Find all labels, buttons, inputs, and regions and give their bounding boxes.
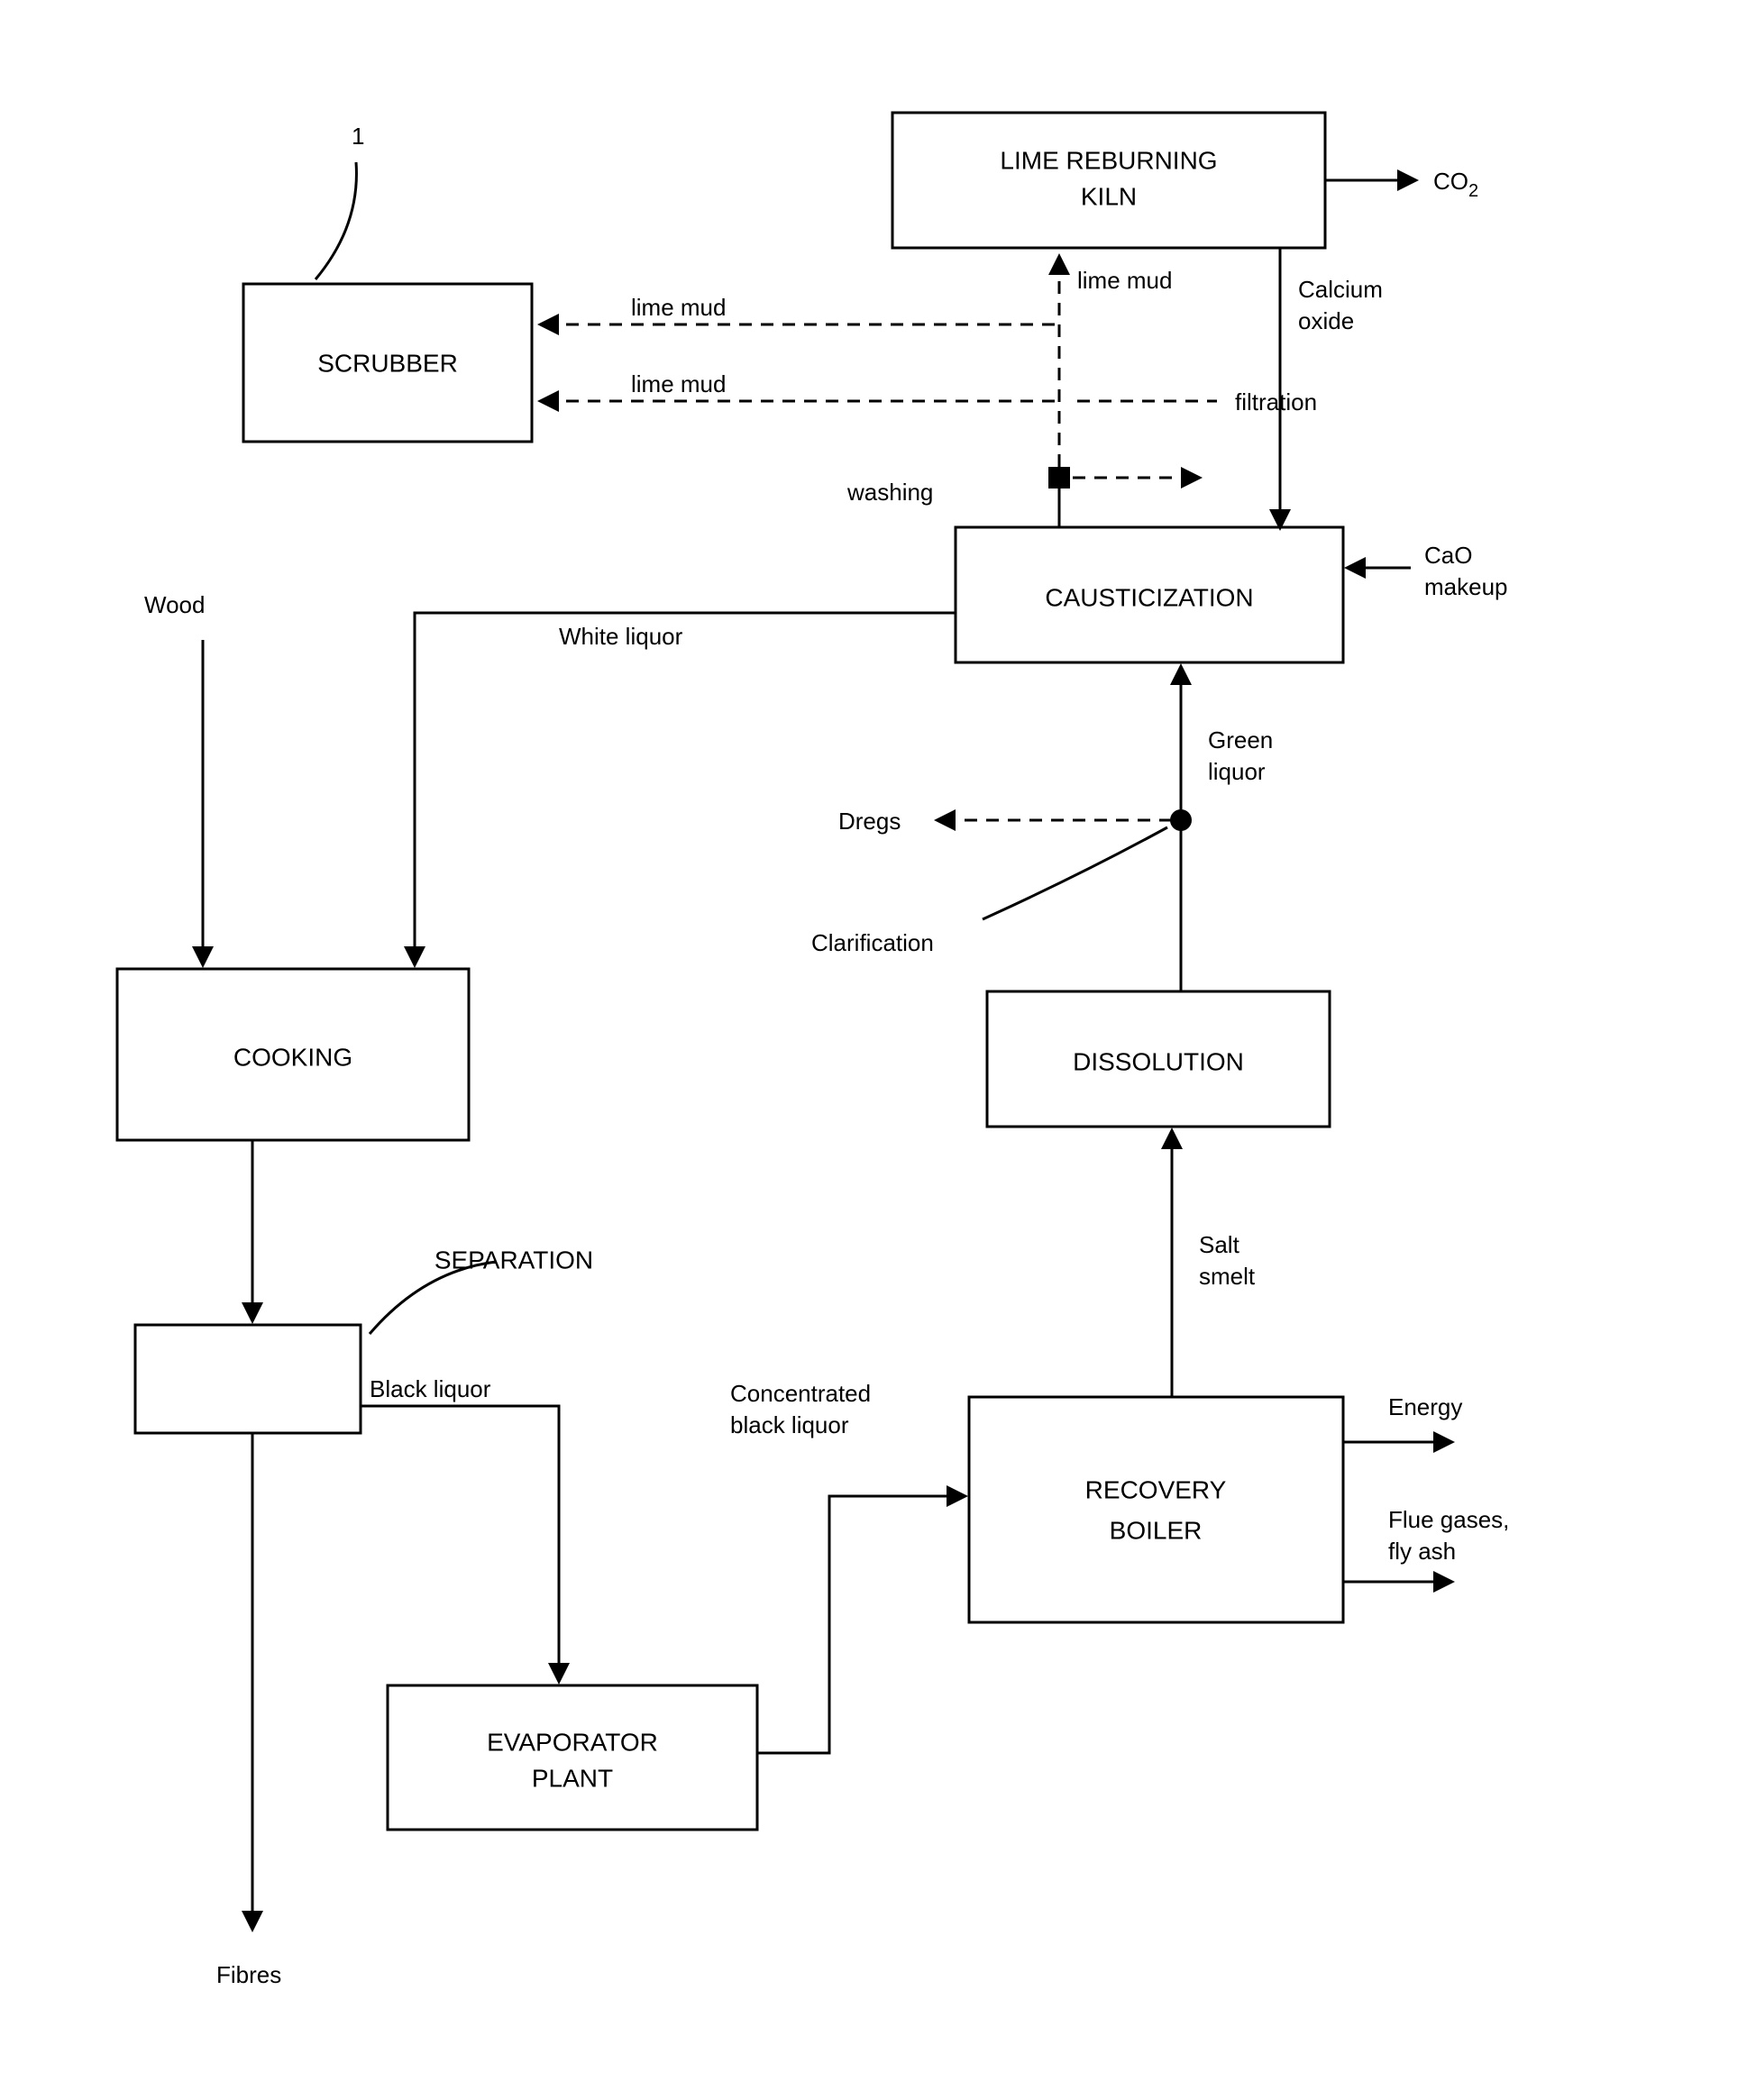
evaporator-label1: EVAPORATOR	[487, 1728, 658, 1756]
cao-makeup1: CaO	[1424, 542, 1472, 569]
salt-smelt1: Salt	[1199, 1231, 1240, 1258]
conc-black1: Concentrated	[730, 1380, 871, 1407]
evaporator-box	[388, 1685, 757, 1830]
conc-black-line	[757, 1496, 965, 1753]
wood-label: Wood	[144, 591, 205, 618]
lime-kiln-label2: KILN	[1081, 182, 1137, 210]
clarification-curve	[983, 827, 1167, 919]
recovery-boiler-box	[969, 1397, 1343, 1622]
dregs-label: Dregs	[838, 808, 901, 835]
green-liquor2: liquor	[1208, 758, 1266, 785]
energy-label: Energy	[1388, 1393, 1462, 1420]
filtration-label: filtration	[1235, 388, 1317, 415]
flue1: Flue gases,	[1388, 1506, 1509, 1533]
recovery-label2: BOILER	[1110, 1516, 1203, 1544]
co2-label: CO2	[1433, 168, 1478, 201]
cooking-label: COOKING	[233, 1043, 352, 1071]
cao-makeup2: makeup	[1424, 573, 1508, 600]
lime-mud-bottom-label: lime mud	[631, 370, 726, 397]
salt-smelt2: smelt	[1199, 1263, 1256, 1290]
calcium-oxide2: oxide	[1298, 307, 1354, 334]
fibres-label: Fibres	[216, 1961, 281, 1988]
junction-square	[1048, 467, 1070, 488]
dissolution-label: DISSOLUTION	[1073, 1047, 1244, 1075]
scrubber-label: SCRUBBER	[317, 349, 458, 377]
calcium-oxide1: Calcium	[1298, 276, 1383, 303]
white-liquor-line	[415, 613, 956, 964]
clarification-label: Clarification	[811, 929, 934, 956]
causticization-label: CAUSTICIZATION	[1045, 583, 1253, 611]
green-liquor1: Green	[1208, 726, 1273, 753]
lime-mud-kiln: lime mud	[1077, 267, 1172, 294]
lime-mud-top-label: lime mud	[631, 294, 726, 321]
conc-black2: black liquor	[730, 1411, 849, 1438]
washing-label: washing	[846, 479, 933, 506]
separation-box	[135, 1325, 361, 1433]
lime-kiln-label1: LIME REBURNING	[1000, 146, 1217, 174]
green-liquor-junction	[1170, 809, 1192, 831]
black-liquor-line	[361, 1406, 559, 1681]
evaporator-label2: PLANT	[532, 1764, 613, 1792]
black-liquor-label: Black liquor	[370, 1375, 491, 1402]
white-liquor-label: White liquor	[559, 623, 683, 650]
lime-kiln-box	[892, 113, 1325, 248]
ref-1: 1	[352, 123, 364, 150]
flowchart-svg: LIME REBURNING KILN SCRUBBER CAUSTICIZAT…	[0, 0, 1747, 2100]
recovery-label1: RECOVERY	[1085, 1475, 1227, 1503]
ref-1-line	[316, 162, 356, 279]
flue2: fly ash	[1388, 1538, 1456, 1565]
